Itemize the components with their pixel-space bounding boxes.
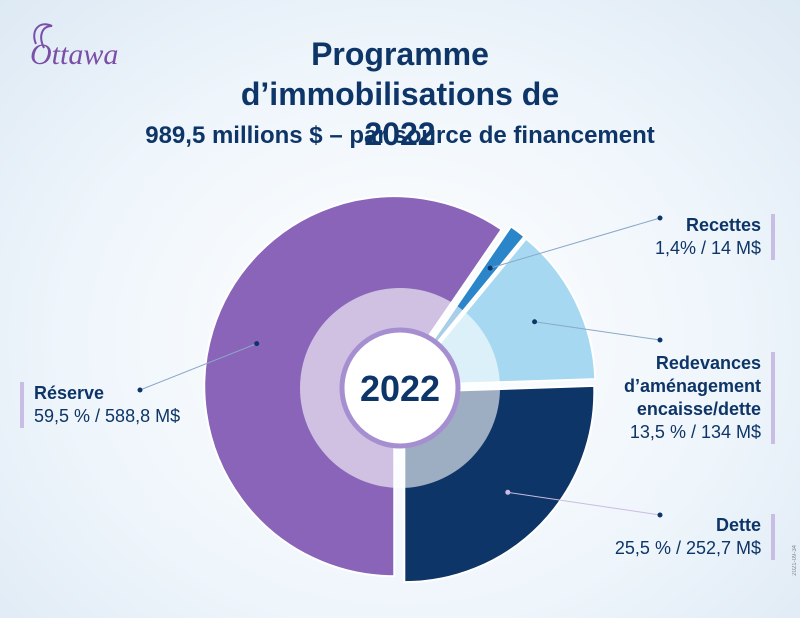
- logo-swirl: [33, 23, 53, 49]
- leader-line: [489, 217, 661, 269]
- legend-entry: Dette 25,5 % / 252,7 M$: [615, 514, 775, 560]
- leader-dot: [657, 512, 663, 518]
- leader-line: [507, 491, 661, 516]
- legend-name: Dette: [715, 515, 761, 535]
- legend-entry: Réserve 59,5 % / 588,8 M$: [20, 382, 180, 428]
- center-core: [339, 327, 461, 449]
- legend-name: Recettes: [685, 215, 761, 235]
- leader-dot: [505, 489, 511, 495]
- value-label: 59,5 % / 588,8 M$: [34, 406, 181, 426]
- value-label: 13,5 % / 134 M$: [629, 422, 761, 442]
- legend-entry: Redevances d’aménagement encaisse/dette 1…: [601, 352, 775, 444]
- leader-dot: [657, 215, 663, 221]
- legend-name: Redevances d’aménagement encaisse/dette: [623, 353, 761, 419]
- value-label: 1,4% / 14 M$: [654, 238, 761, 258]
- legend-name: Réserve: [34, 383, 105, 403]
- center-label: 2022: [360, 368, 440, 409]
- chart-title: Programme d’immobilisations de 2022: [240, 36, 560, 152]
- leader-dot: [137, 387, 143, 393]
- leader-dot: [487, 265, 493, 271]
- leader-line: [139, 343, 257, 391]
- value-label: 25,5 % / 252,7 M$: [614, 538, 761, 558]
- chart-subtitle: 989,5 millions $ – par source de finance…: [145, 122, 655, 149]
- legend-entry: Recettes 1,4% / 14 M$: [655, 214, 775, 260]
- leader-dot: [657, 337, 663, 343]
- logo: Ottawa: [30, 38, 119, 71]
- leader-dot: [532, 319, 538, 325]
- leader-dot: [254, 341, 260, 347]
- stamp: 2021-09-34: [792, 545, 798, 576]
- leader-line: [534, 321, 661, 341]
